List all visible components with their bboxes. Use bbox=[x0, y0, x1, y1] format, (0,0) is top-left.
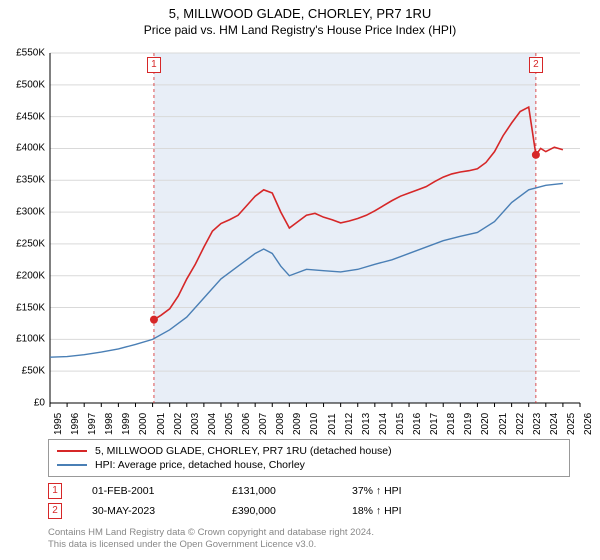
footer-line-2: This data is licensed under the Open Gov… bbox=[48, 539, 570, 551]
x-tick-label: 2022 bbox=[515, 413, 526, 435]
x-tick-label: 2010 bbox=[309, 413, 320, 435]
x-tick-label: 2013 bbox=[361, 413, 372, 435]
y-tick-label: £50K bbox=[22, 366, 45, 377]
y-tick-label: £450K bbox=[16, 111, 45, 122]
x-tick-label: 2007 bbox=[258, 413, 269, 435]
chart-subtitle: Price paid vs. HM Land Registry's House … bbox=[0, 21, 600, 43]
x-tick-label: 1997 bbox=[87, 413, 98, 435]
x-tick-label: 2016 bbox=[412, 413, 423, 435]
chart-marker: 1 bbox=[147, 57, 161, 73]
x-tick-label: 2011 bbox=[327, 413, 338, 435]
x-tick-label: 1998 bbox=[104, 413, 115, 435]
y-tick-label: £100K bbox=[16, 334, 45, 345]
x-tick-label: 2000 bbox=[138, 413, 149, 435]
x-tick-label: 2024 bbox=[549, 413, 560, 435]
y-tick-label: £150K bbox=[16, 302, 45, 313]
y-tick-label: £350K bbox=[16, 175, 45, 186]
x-tick-label: 2003 bbox=[190, 413, 201, 435]
y-tick-label: £200K bbox=[16, 270, 45, 281]
x-tick-label: 2015 bbox=[395, 413, 406, 435]
x-tick-label: 2020 bbox=[480, 413, 491, 435]
sale-row: 101-FEB-2001£131,00037% ↑ HPI bbox=[48, 481, 570, 501]
x-tick-label: 2018 bbox=[446, 413, 457, 435]
chart-title: 5, MILLWOOD GLADE, CHORLEY, PR7 1RU bbox=[0, 0, 600, 21]
x-tick-label: 2012 bbox=[344, 413, 355, 435]
x-tick-label: 2001 bbox=[156, 413, 167, 435]
y-tick-label: £300K bbox=[16, 207, 45, 218]
x-tick-label: 2023 bbox=[532, 413, 543, 435]
x-tick-label: 1995 bbox=[53, 413, 64, 435]
x-tick-label: 1996 bbox=[70, 413, 81, 435]
x-tick-label: 2014 bbox=[378, 413, 389, 435]
legend-item: 5, MILLWOOD GLADE, CHORLEY, PR7 1RU (det… bbox=[57, 444, 561, 458]
x-tick-label: 2017 bbox=[429, 413, 440, 435]
y-tick-label: £0 bbox=[34, 398, 45, 409]
x-tick-label: 2002 bbox=[173, 413, 184, 435]
chart-area: £0 £50K £100K £150K £200K £250K £300K £350K £400… bbox=[0, 43, 600, 433]
x-tick-label: 2019 bbox=[463, 413, 474, 435]
y-tick-label: £250K bbox=[16, 238, 45, 249]
y-tick-label: £550K bbox=[16, 48, 45, 59]
footer-line-1: Contains HM Land Registry data © Crown c… bbox=[48, 527, 570, 539]
x-tick-label: 2021 bbox=[498, 413, 509, 435]
x-tick-label: 2009 bbox=[292, 413, 303, 435]
legend-item: HPI: Average price, detached house, Chor… bbox=[57, 458, 561, 472]
chart-marker: 2 bbox=[529, 57, 543, 73]
footer: Contains HM Land Registry data © Crown c… bbox=[48, 527, 570, 552]
legend: 5, MILLWOOD GLADE, CHORLEY, PR7 1RU (det… bbox=[48, 439, 570, 477]
x-tick-label: 2004 bbox=[207, 413, 218, 435]
y-tick-label: £400K bbox=[16, 143, 45, 154]
x-tick-label: 2025 bbox=[566, 413, 577, 435]
x-tick-label: 2026 bbox=[583, 413, 594, 435]
x-tick-label: 2006 bbox=[241, 413, 252, 435]
x-tick-label: 1999 bbox=[121, 413, 132, 435]
chart-svg bbox=[0, 43, 600, 438]
sale-row: 230-MAY-2023£390,00018% ↑ HPI bbox=[48, 501, 570, 521]
x-tick-label: 2005 bbox=[224, 413, 235, 435]
sales-table: 101-FEB-2001£131,00037% ↑ HPI230-MAY-202… bbox=[48, 481, 570, 521]
x-tick-label: 2008 bbox=[275, 413, 286, 435]
y-tick-label: £500K bbox=[16, 79, 45, 90]
